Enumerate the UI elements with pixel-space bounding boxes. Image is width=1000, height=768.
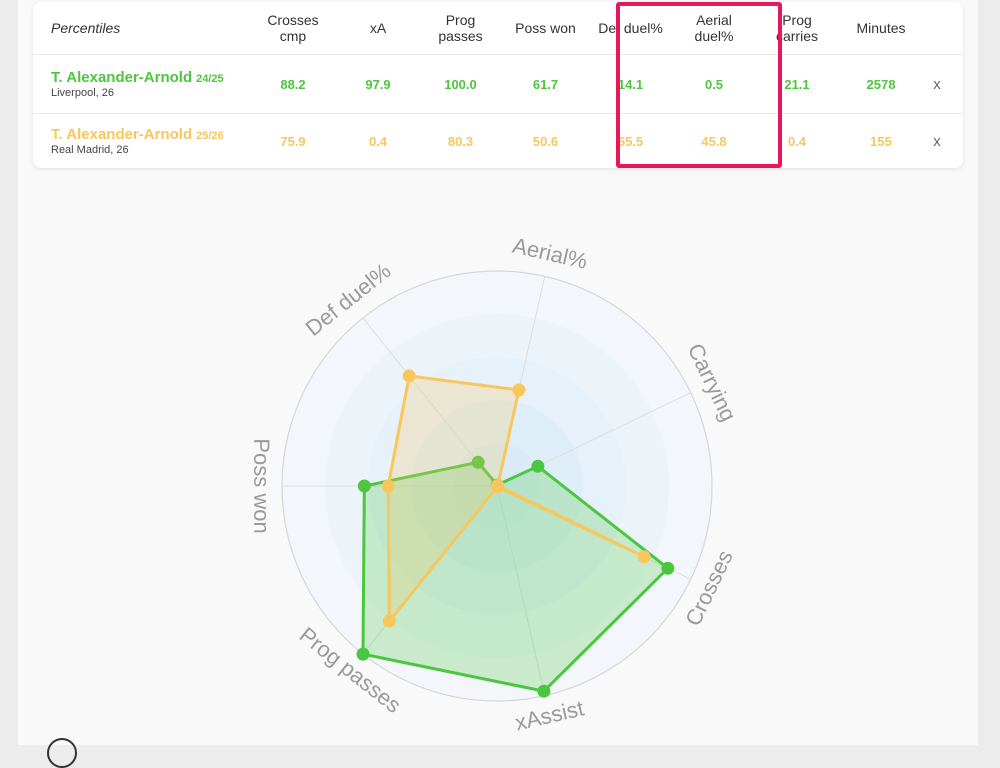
radar-point — [382, 480, 395, 493]
radar-point — [638, 550, 651, 563]
radar-point — [356, 648, 369, 661]
radar-point — [661, 562, 674, 575]
radar-axis-label: Aerial% — [510, 233, 589, 274]
radar-point — [383, 615, 396, 628]
radar-axis-label: Poss won — [249, 438, 274, 533]
radar-point — [531, 460, 544, 473]
radar-point — [403, 369, 416, 382]
radar-axis-label: xAssist — [513, 695, 587, 735]
radar-point — [358, 480, 371, 493]
radar-point — [491, 479, 504, 492]
radar-point — [512, 383, 525, 396]
radar-point — [537, 685, 550, 698]
circle-icon — [47, 738, 77, 768]
